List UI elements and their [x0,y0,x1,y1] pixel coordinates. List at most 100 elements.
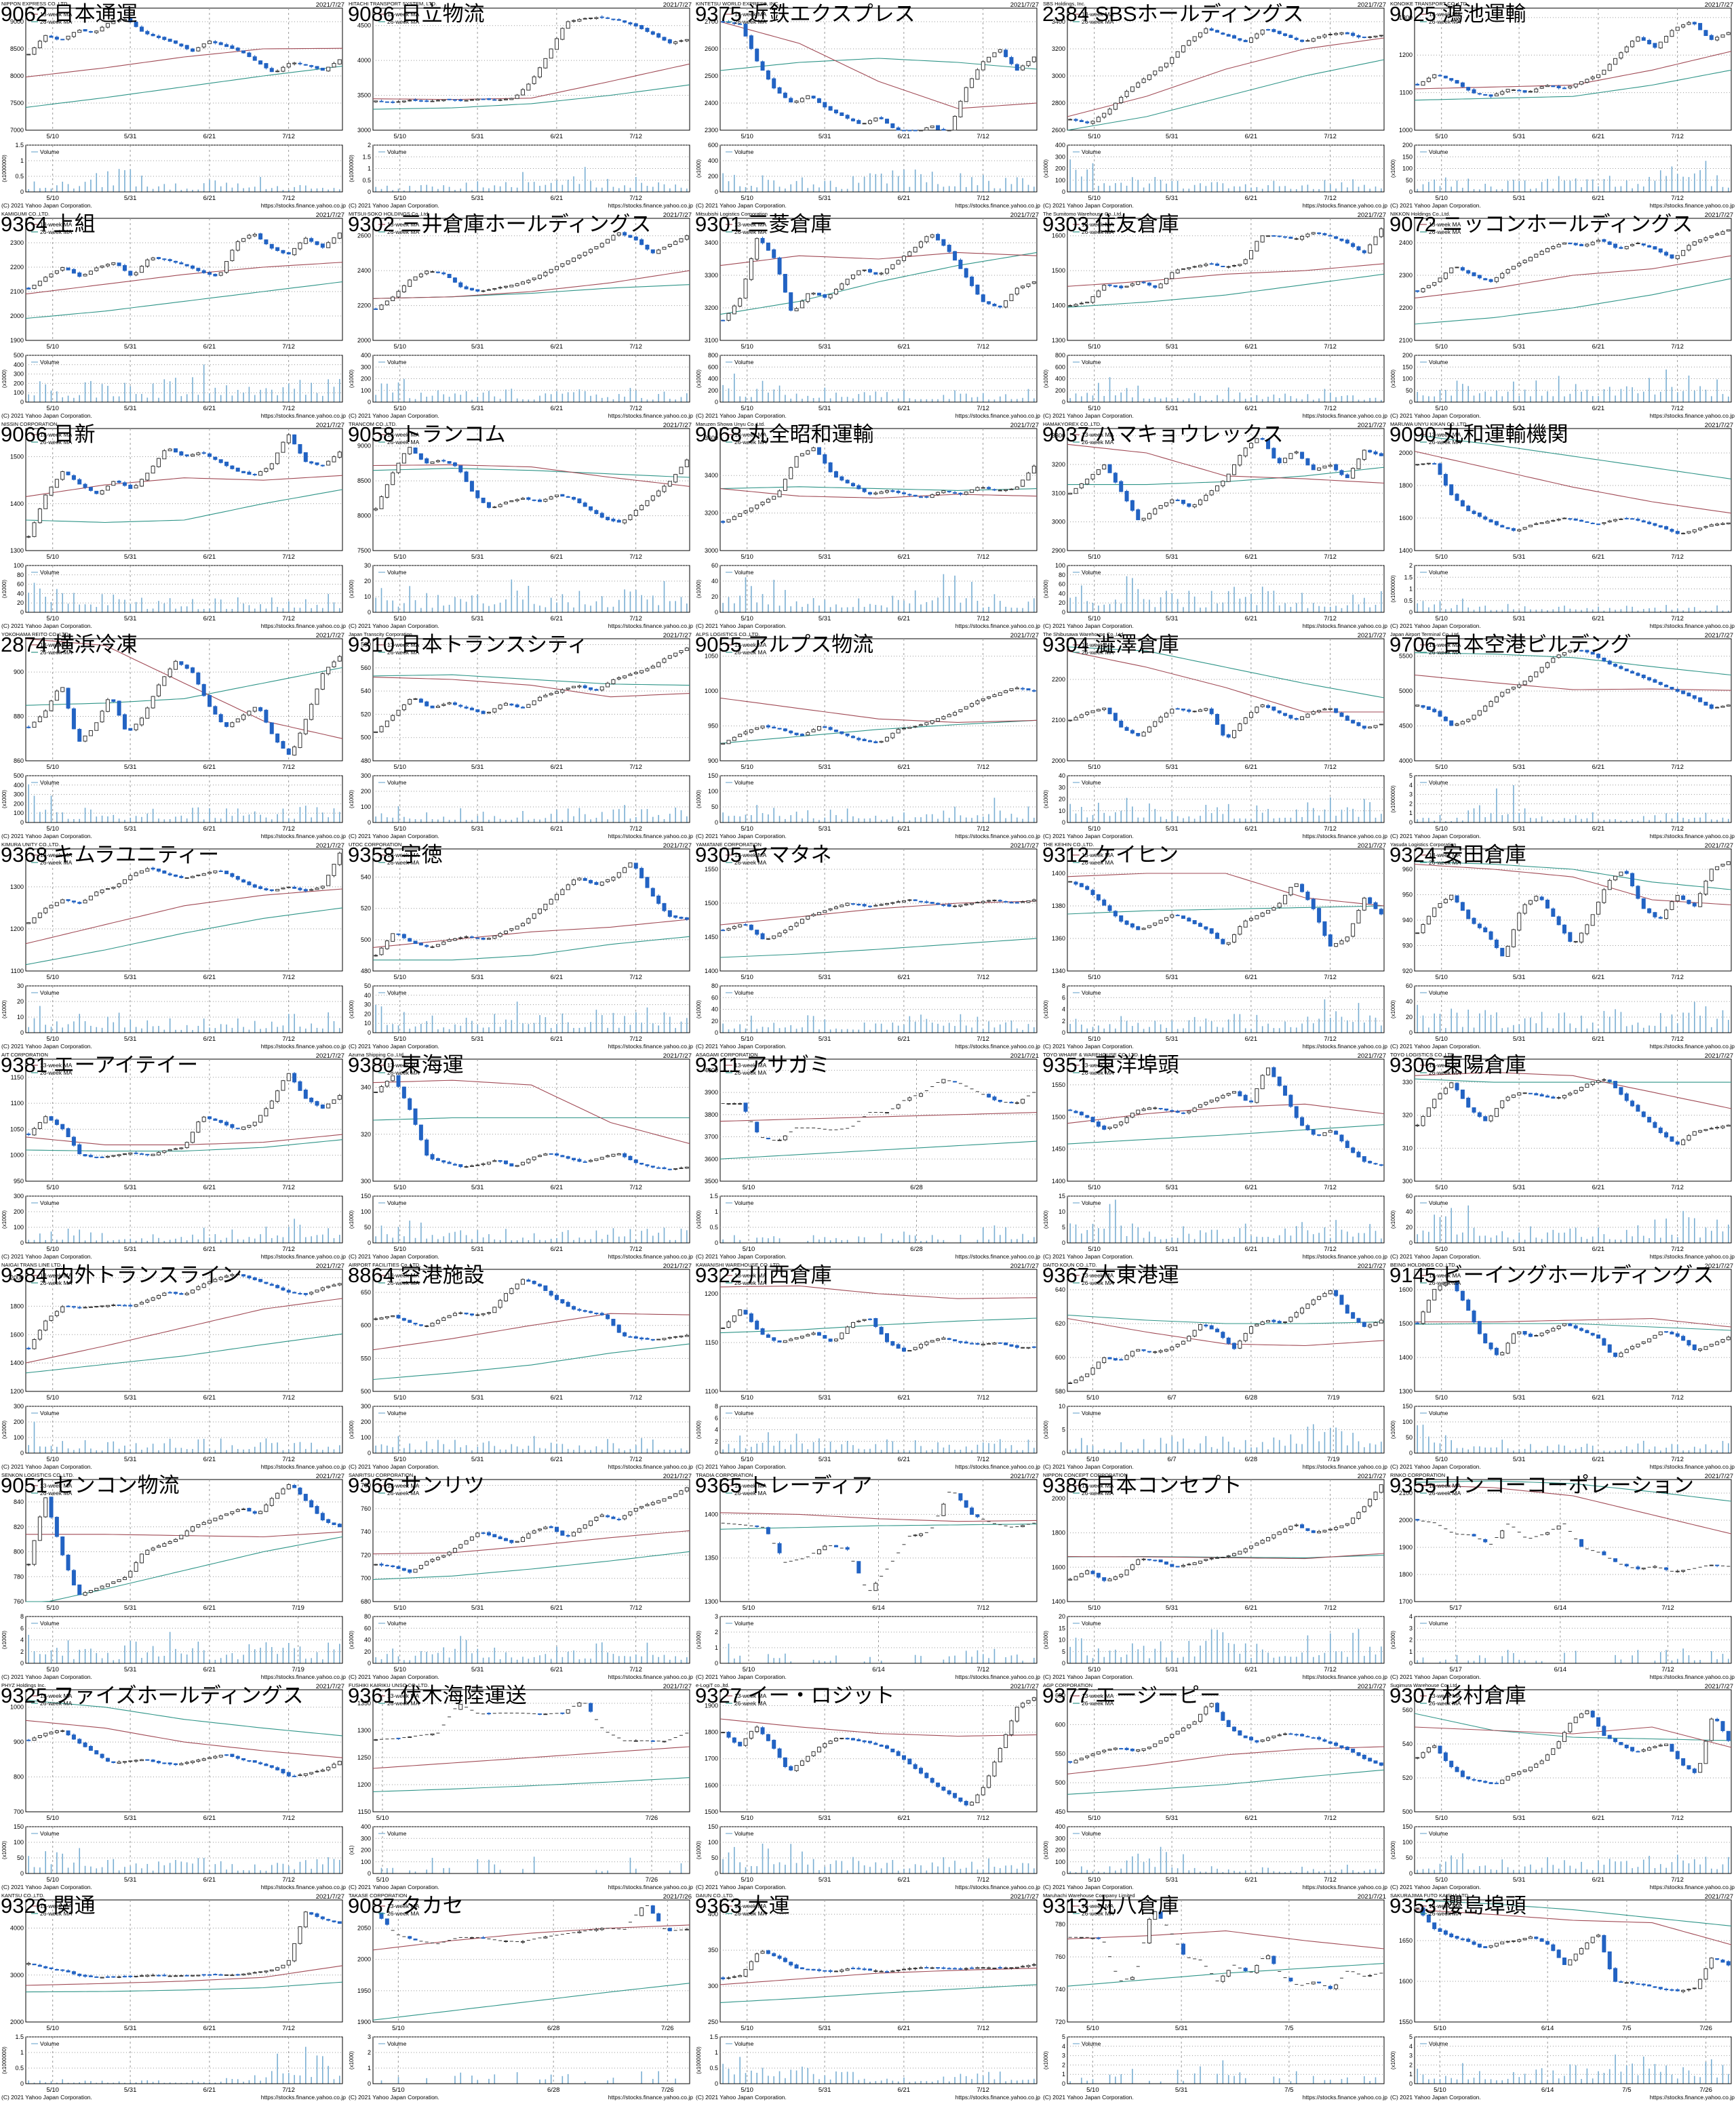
price-axis-tick: 3400 [1052,18,1065,25]
volume-axis-tick: 100 [1402,1839,1413,1846]
price-axis-tick: 1100 [11,1100,24,1107]
volume-axis-tick: 300 [14,791,24,798]
company-name-en: KONOIKE TRANSPORT CO.,LTD. [1390,1,1468,7]
volume-axis-tick: 100 [1055,177,1065,184]
chart-date: 2021/7/27 [316,212,344,219]
price-x-label: 5/10 [1435,764,1448,771]
volume-x-label: 5/31 [471,1246,484,1253]
stock-name: 大東港運 [1089,1263,1179,1287]
volume-plot-frame [1414,775,1732,823]
volume-legend: Volume [1420,1199,1448,1206]
volume-legend: Volume [31,1410,60,1416]
company-name-en: Sugimura Warehouse Co.,Ltd. [1390,1682,1459,1688]
volume-axis-tick: 0 [1062,1450,1065,1456]
stock-chart-cell-9706: Japan Airport Terminal Co.,Ltd. 4000 4500 5… [1389,631,1736,841]
volume-legend-label: Volume [1082,148,1101,155]
chart-date: 2021/7/27 [1010,1263,1039,1270]
price-axis-tick: 3700 [705,1134,718,1141]
volume-unit: (x1000) [1390,1841,1396,1859]
price-x-label: 6/21 [551,343,564,351]
price-x-label: 7/12 [629,1184,642,1191]
ma13-line [719,900,1038,926]
stock-code: 9386 [1042,1473,1089,1497]
volume-x-label: 5/31 [818,2086,831,2094]
volume-x-label: 5/10 [741,615,753,622]
price-axis-tick: 760 [1055,1954,1065,1960]
stock-chart-cell-9351: TOYO WHARF & WAREHOUSE CO.,LTD. 1400 1450 1… [1042,1051,1389,1261]
gridlines [1067,1900,1384,2084]
price-axis-tick: 600 [361,1322,371,1329]
volume-axis-tick: 400 [1055,1823,1065,1830]
volume-axis-tick: 150 [708,1823,718,1830]
stock-name: ビーイングホールディングス [1436,1263,1714,1287]
price-axis-tick: 3200 [705,510,718,517]
volume-x-label: 5/10 [46,1246,59,1253]
volume-bars [28,784,340,822]
volume-legend-label: Volume [734,2040,754,2047]
price-axis-tick: 2000 [1052,757,1065,764]
volume-legend-label: Volume [1082,989,1101,996]
stock-title: 9380 東海運 [348,1053,464,1077]
ma26-line [25,1333,343,1374]
stock-title: 9072 ニッコンホールディングス [1389,212,1693,236]
chart-date: 2021/7/27 [663,212,692,219]
stock-name: 日本空港ビルデング [1436,633,1632,656]
volume-x-label: 5/31 [1513,1876,1526,1884]
ma26-legend-label: 26-week MA [40,1910,73,1917]
price-x-label: 5/10 [741,133,753,140]
price-axis-tick: 2000 [10,2019,24,2025]
stock-title: 9090 丸和運輸機関 [1389,422,1569,446]
price-plot-frame [25,1269,343,1392]
ma13-line [1414,1909,1732,1945]
ma13-legend-label: 13-week MA [1082,11,1114,18]
company-name-en: MITSUI-SOKO HOLDINGS Co.,Ltd. [349,211,429,217]
copyright: (C) 2021 Yahoo Japan Corporation. [349,1463,439,1470]
volume-axis-tick: 1.5 [362,153,371,160]
ma13-line [25,888,343,945]
stock-code: 9037 [1042,422,1089,446]
stock-code: 9058 [348,422,395,446]
ma13-legend-label: 13-week MA [387,431,420,438]
price-axis-tick: 1900 [10,337,24,344]
price-plot-frame [372,7,690,131]
volume-legend: Volume [1073,2040,1101,2047]
ma26-line [25,489,343,523]
volume-unit: (x1000000) [349,155,355,182]
price-x-label: 5/31 [124,1184,137,1191]
stock-chart-cell-9302: MITSUI-SOKO HOLDINGS Co.,Ltd. 2000 2200 240… [347,210,694,420]
ma26-legend-label: 26-week MA [387,229,420,235]
volume-axis-tick: 0 [1409,1870,1413,1877]
price-x-label: 7/12 [1324,974,1337,981]
price-axis-tick: 3100 [1052,490,1065,496]
gridlines [1067,849,1384,1033]
price-x-label: 5/31 [1166,1604,1179,1612]
volume-legend-label: Volume [40,989,60,996]
chart-date: 2021/7/27 [1705,212,1733,219]
stock-code: 9051 [1,1473,47,1497]
stock-code: 9358 [348,843,395,867]
price-axis-tick: 500 [1055,1779,1065,1786]
volume-x-label: 7/12 [282,1456,295,1463]
price-volume-chart: Azuma Shipping Co.,Ltd.30032034005010015… [348,1052,693,1260]
volume-axis-tick: 20 [364,1010,371,1017]
gridlines [720,8,1037,192]
chart-date: 2021/7/27 [1358,1473,1386,1480]
price-axis-tick: 1200 [10,926,24,932]
volume-axis-tick: 300 [14,1403,24,1410]
stock-code: 9381 [1,1053,47,1077]
price-x-label: 5/31 [471,1184,484,1191]
ma13-line [1067,1746,1385,1774]
volume-unit: (x1000) [349,1631,355,1649]
volume-axis-tick: 50 [1406,1434,1413,1441]
copyright: (C) 2021 Yahoo Japan Corporation. [1,1043,92,1050]
volume-axis-tick: 150 [14,1823,24,1830]
stock-chart-cell-9087: TAKASE CORPORATION 1900 1950 2000 2050 0 1 2 3 5/… [347,1892,694,2102]
volume-axis-tick: 0 [715,399,718,405]
price-volume-chart: TAKASE CORPORATION190019502000205001235/… [348,1892,693,2101]
volume-legend-label: Volume [734,1199,754,1206]
stock-code: 9326 [1,1894,47,1918]
ma13-line [372,677,690,698]
volume-x-label: 7/12 [629,1246,642,1253]
stock-chart-cell-9301: Mitsubishi Logistics Corporation 3100 3200… [694,210,1042,420]
